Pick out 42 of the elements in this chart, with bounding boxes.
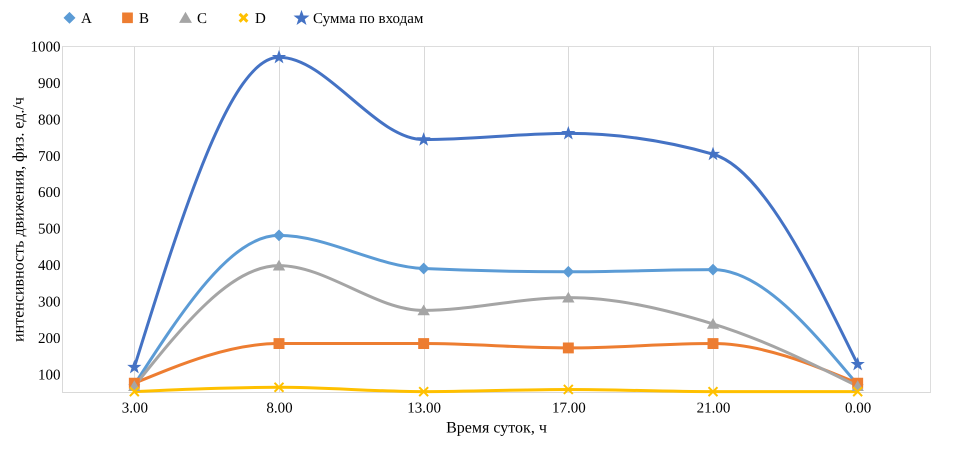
legend-label: Сумма по входам: [313, 11, 424, 28]
y-tick-label: 500: [38, 222, 60, 238]
point: [562, 292, 574, 303]
point: [274, 338, 284, 350]
legend-label: B: [139, 10, 150, 27]
point: [708, 338, 718, 350]
y-tick-label: 800: [38, 112, 60, 128]
x-tick-label: 17.00: [552, 400, 586, 416]
x-tick-label: 13.00: [407, 400, 442, 416]
y-tick-label: 300: [38, 294, 60, 310]
x-tick-label: 21.00: [696, 400, 730, 416]
legend-label: C: [197, 11, 208, 28]
y-tick-label: 900: [38, 76, 60, 92]
point: [562, 266, 574, 278]
point: [562, 384, 574, 395]
point: [274, 52, 284, 62]
point: [418, 263, 430, 274]
y-tick-label: 100: [38, 367, 60, 384]
point: [562, 342, 574, 354]
point: [418, 306, 430, 316]
point: [274, 230, 284, 241]
point: [708, 319, 718, 329]
x-axis-title: Время суток, ч: [446, 420, 547, 436]
y-tick-label: 200: [38, 330, 60, 347]
point: [708, 386, 718, 398]
x-tick-label: 0.00: [845, 400, 872, 416]
point: [274, 260, 284, 270]
point: [852, 386, 864, 398]
point: [708, 264, 718, 276]
legend-label: D: [255, 10, 266, 27]
y-tick-label: 1000: [30, 40, 60, 56]
x-tick-label: 8.00: [266, 400, 293, 416]
y-axis-title: интенсивность движения, физ. ед./ч: [10, 97, 28, 342]
y-tick-label: 700: [38, 148, 60, 165]
point: [274, 382, 284, 393]
y-tick-label: 400: [38, 258, 60, 274]
point: [418, 338, 430, 350]
legend-label: A: [81, 10, 92, 27]
point: [418, 386, 430, 398]
y-tick-label: 600: [38, 185, 60, 202]
x-tick-label: 3.00: [122, 400, 148, 416]
point: [128, 386, 140, 398]
